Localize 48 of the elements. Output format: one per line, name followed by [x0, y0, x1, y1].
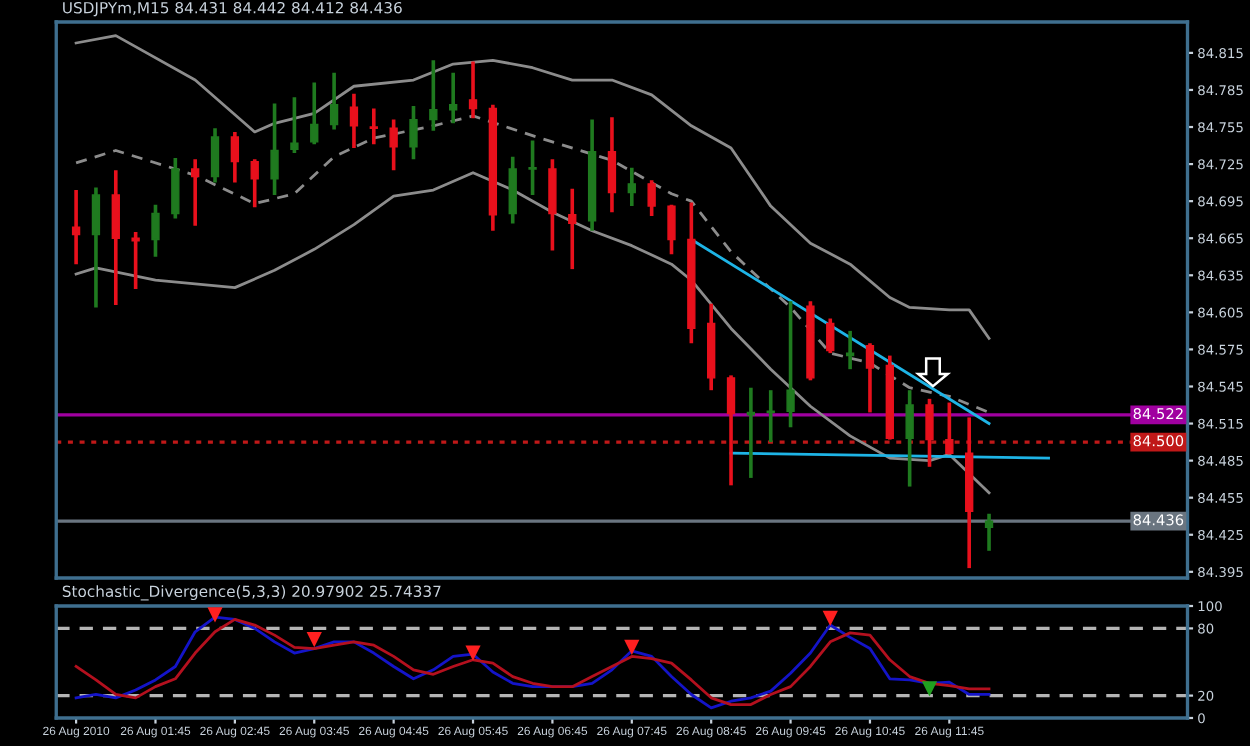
line-series	[74, 171, 991, 495]
candlestick	[945, 400, 954, 457]
candlestick	[905, 388, 914, 489]
point	[921, 681, 938, 697]
candlestick	[568, 186, 577, 271]
candlestick	[71, 188, 81, 266]
point	[822, 610, 838, 626]
point	[306, 631, 322, 648]
candlestick	[548, 157, 557, 253]
candlestick	[845, 329, 855, 371]
candlestick	[131, 230, 140, 291]
candlestick	[865, 341, 875, 415]
candlestick	[111, 168, 120, 307]
candlestick	[230, 130, 240, 185]
candlestick	[607, 115, 617, 215]
candlestick	[647, 178, 656, 218]
candlestick	[270, 101, 279, 197]
candlestick	[389, 117, 398, 173]
candlestick	[290, 95, 299, 155]
point	[465, 645, 481, 661]
candlestick	[726, 373, 736, 488]
candlestick	[449, 70, 458, 126]
candlestick	[508, 154, 517, 226]
candlestick	[329, 70, 339, 132]
candlestick	[627, 165, 636, 208]
candlestick	[786, 299, 795, 430]
candlestick	[925, 397, 934, 469]
candlestick	[310, 80, 319, 147]
candlestick	[151, 203, 160, 259]
candlestick	[191, 157, 200, 228]
candlestick	[746, 385, 756, 480]
candlestick	[349, 91, 359, 150]
candlestick	[409, 104, 418, 161]
candlestick	[984, 511, 994, 553]
candlestick	[250, 157, 259, 210]
point	[624, 639, 640, 656]
candlestick	[171, 156, 180, 221]
candlestick	[210, 126, 220, 185]
line-series	[74, 34, 991, 340]
candlestick	[667, 203, 676, 257]
point	[207, 607, 223, 623]
candlestick	[468, 59, 478, 121]
candlestick	[826, 316, 835, 355]
candlestick	[369, 106, 378, 147]
candlestick	[429, 58, 438, 133]
candlestick	[528, 138, 537, 197]
candlestick	[91, 185, 101, 310]
line-series	[74, 114, 991, 414]
